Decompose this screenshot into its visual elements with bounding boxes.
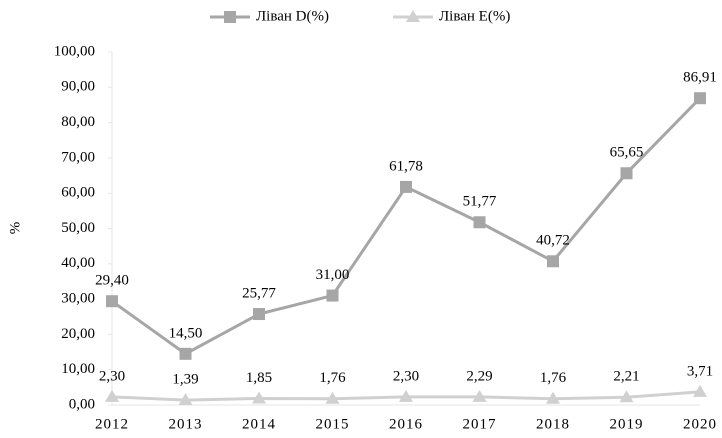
data-label: 2,21 — [613, 369, 639, 385]
legend-label: Ліван D(%) — [256, 8, 329, 24]
y-tick-label: 80,00 — [61, 114, 95, 130]
marker — [473, 216, 486, 229]
data-label: 2,29 — [466, 368, 492, 384]
data-label: 61,78 — [389, 158, 423, 174]
marker — [399, 389, 413, 402]
marker — [547, 255, 559, 268]
data-label: 51,77 — [463, 194, 497, 210]
x-tick-label: 2012 — [95, 416, 129, 432]
x-tick-label: 2017 — [463, 416, 497, 432]
data-label: 86,91 — [683, 70, 717, 86]
x-tick-label: 2014 — [242, 416, 276, 432]
x-tick-label: 2018 — [536, 416, 570, 432]
x-tick-label: 2016 — [389, 416, 423, 432]
marker — [620, 167, 633, 180]
y-tick-label: 60,00 — [61, 185, 95, 201]
y-tick-label: 20,00 — [61, 326, 95, 342]
x-tick-label: 2020 — [683, 416, 717, 432]
marker — [252, 391, 266, 404]
x-tick-label: 2013 — [169, 416, 203, 432]
y-tick-label: 10,00 — [61, 361, 95, 377]
marker — [326, 289, 339, 302]
series-line — [111, 97, 702, 356]
y-axis-label: % — [7, 222, 23, 235]
x-tick-label: 2015 — [316, 416, 350, 432]
marker — [253, 308, 265, 321]
marker — [400, 180, 412, 193]
marker — [325, 391, 340, 404]
marker — [619, 390, 634, 403]
data-label: 14,50 — [169, 325, 203, 341]
y-tick-label: 0,00 — [69, 396, 95, 412]
data-label: 1,76 — [540, 370, 567, 386]
marker — [178, 393, 193, 406]
marker — [106, 295, 118, 308]
data-label: 40,72 — [536, 233, 570, 249]
y-tick-label: 30,00 — [61, 291, 95, 307]
data-label: 31,00 — [316, 267, 350, 283]
marker — [693, 384, 707, 397]
y-tick-label: 100,00 — [54, 43, 95, 59]
legend-marker — [224, 11, 236, 23]
y-tick-label: 40,00 — [61, 255, 95, 271]
marker — [472, 389, 487, 402]
y-tick-label: 90,00 — [61, 79, 95, 95]
y-tick-label: 70,00 — [61, 149, 95, 165]
marker — [546, 391, 560, 404]
data-label: 29,40 — [95, 273, 129, 289]
data-label: 25,77 — [242, 285, 276, 301]
data-label: 3,71 — [687, 363, 713, 379]
data-label: 1,39 — [172, 372, 198, 388]
x-tick-label: 2019 — [610, 416, 644, 432]
data-label: 1,85 — [246, 370, 272, 386]
marker — [179, 347, 192, 360]
data-label: 2,30 — [393, 368, 419, 384]
legend-label: Ліван E(%) — [439, 8, 510, 24]
data-label: 1,76 — [319, 370, 346, 386]
data-label: 65,65 — [610, 145, 644, 161]
marker — [694, 92, 706, 105]
data-label: 2,30 — [99, 368, 125, 384]
legend-marker — [406, 10, 420, 22]
y-tick-label: 50,00 — [61, 220, 95, 236]
marker — [105, 389, 119, 402]
